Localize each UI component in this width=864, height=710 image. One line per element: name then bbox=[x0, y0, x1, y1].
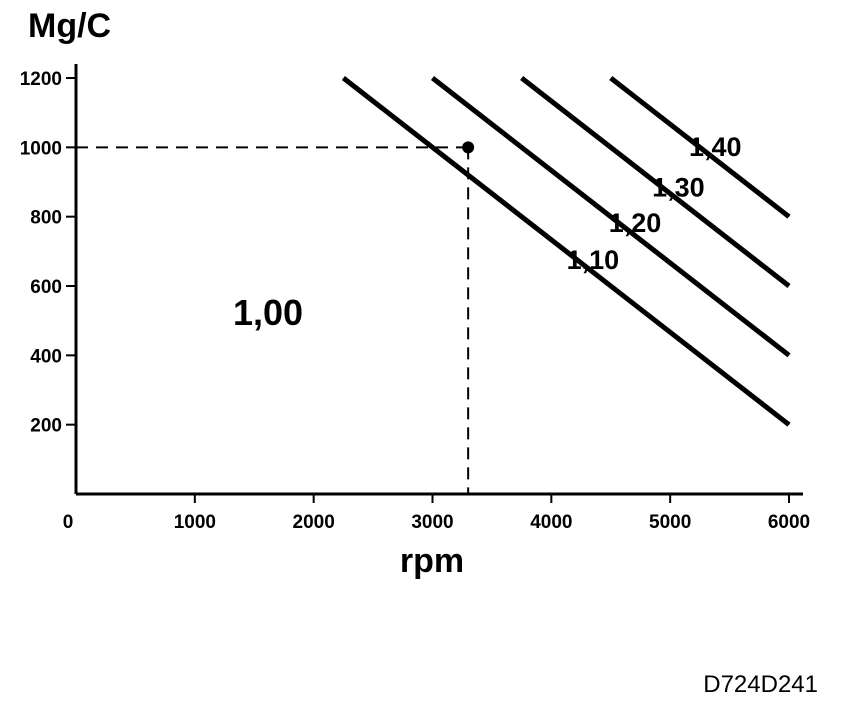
x-tick-label: 3000 bbox=[411, 512, 453, 533]
y-tick-label: 400 bbox=[30, 346, 62, 367]
y-tick-label: 1200 bbox=[20, 69, 62, 90]
x-tick-label: 4000 bbox=[530, 512, 572, 533]
x-tick-label: 6000 bbox=[768, 512, 810, 533]
series-label: 1,40 bbox=[689, 132, 742, 162]
series-label: 1,20 bbox=[609, 208, 662, 238]
series-labels: 1,10 1,20 1,30 1,40 bbox=[567, 132, 742, 275]
series-line-3 bbox=[520, 76, 791, 288]
y-axis-title: Mg/C bbox=[28, 7, 111, 45]
figure-id: D724D241 bbox=[703, 671, 818, 698]
y-tick-label: 200 bbox=[30, 416, 62, 437]
x-tick-label: 2000 bbox=[293, 512, 335, 533]
x-axis-title: rpm bbox=[400, 542, 464, 580]
series-lines bbox=[341, 76, 791, 427]
y-tick-label: 800 bbox=[30, 208, 62, 229]
series-line-1 bbox=[341, 76, 791, 427]
series-label: 1,10 bbox=[567, 245, 620, 275]
x-tick-label: 0 bbox=[63, 512, 74, 533]
x-tick-label: 1000 bbox=[174, 512, 216, 533]
x-tick-label: 5000 bbox=[649, 512, 691, 533]
y-tick-label: 600 bbox=[30, 277, 62, 298]
reference-markers bbox=[76, 141, 475, 494]
axes: 0 1000 2000 3000 4000 5000 6000 200 400 600 800 100… bbox=[20, 64, 810, 533]
y-tick-label: 1000 bbox=[20, 138, 62, 159]
series-line-4 bbox=[609, 76, 791, 219]
region-label: 1,00 bbox=[233, 292, 303, 333]
reference-point bbox=[462, 141, 475, 154]
series-label: 1,30 bbox=[652, 173, 705, 203]
series-line-2 bbox=[430, 76, 791, 358]
